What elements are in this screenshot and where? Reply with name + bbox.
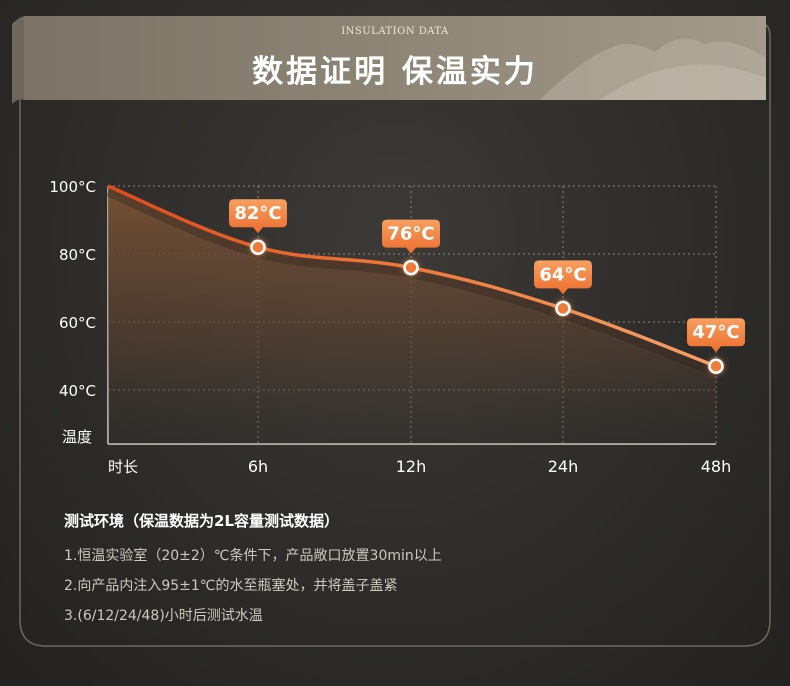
data-label-badge bbox=[382, 219, 440, 254]
data-label-badge bbox=[534, 260, 592, 295]
data-label: 64°C bbox=[539, 264, 586, 285]
y-axis-label: 温度 bbox=[62, 428, 92, 446]
x-tick-label: 48h bbox=[701, 457, 732, 476]
test-condition-line-1: 1.恒温实验室（20±2）℃条件下，产品敞口放置30min以上 bbox=[64, 548, 442, 564]
y-tick-label: 60°C bbox=[59, 314, 96, 332]
mountain-decoration-back bbox=[600, 64, 766, 100]
data-point bbox=[403, 259, 419, 276]
y-tick-label: 80°C bbox=[59, 246, 96, 264]
y-tick-label: 100°C bbox=[49, 178, 96, 196]
data-label: 82°C bbox=[234, 203, 281, 224]
x-tick-label: 12h bbox=[396, 457, 427, 476]
data-label-badge bbox=[687, 318, 745, 353]
header-subtitle: INSULATION DATA bbox=[341, 26, 449, 37]
test-conditions: 测试环境（保温数据为2L容量测试数据） 1.恒温实验室（20±2）℃条件下，产品… bbox=[64, 510, 442, 635]
data-point bbox=[250, 239, 266, 255]
data-label: 47°C bbox=[692, 322, 739, 343]
data-point bbox=[555, 300, 571, 317]
x-axis-label: 时长 bbox=[108, 458, 138, 476]
y-tick-label: 40°C bbox=[59, 382, 96, 400]
x-tick-label: 6h bbox=[248, 457, 268, 476]
banner-edge-left bbox=[12, 16, 24, 104]
page-title: 数据证明 保温实力 bbox=[252, 54, 538, 90]
x-tick-label: 24h bbox=[548, 457, 579, 476]
data-label-badge bbox=[229, 199, 287, 234]
test-condition-line-2: 2.向产品内注入95±1℃的水至瓶塞处，并将盖子盖紧 bbox=[64, 578, 398, 594]
test-condition-line-3: 3.(6/12/24/48)小时后测试水温 bbox=[64, 608, 263, 624]
data-point bbox=[708, 358, 724, 374]
data-label: 76°C bbox=[387, 224, 434, 245]
mountain-decoration bbox=[540, 38, 766, 100]
test-conditions-heading: 测试环境（保温数据为2L容量测试数据） bbox=[64, 512, 339, 530]
